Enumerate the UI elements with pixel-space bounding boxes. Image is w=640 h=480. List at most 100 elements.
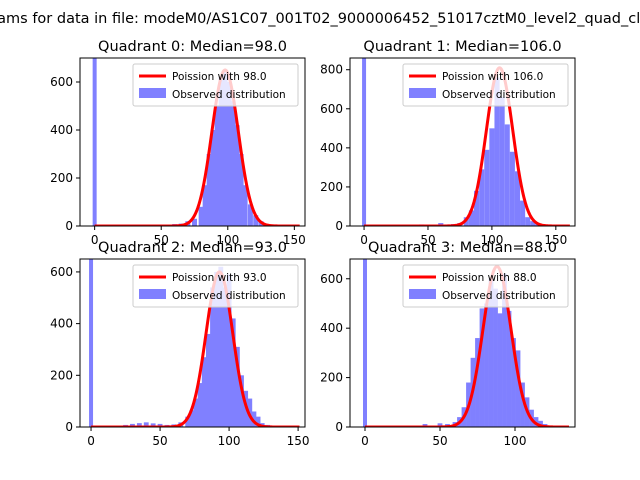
- axes-frame: [349, 258, 576, 428]
- hist-bar: [247, 204, 253, 226]
- hist-bar: [474, 190, 480, 226]
- hist-bar: [214, 271, 220, 427]
- x-tick-label: 0: [91, 233, 99, 247]
- hist-bar: [484, 303, 489, 427]
- x-tick-label: 100: [480, 233, 503, 247]
- poisson-curve: [365, 264, 569, 427]
- hist-bar: [150, 423, 156, 427]
- plot-area: [92, 58, 300, 226]
- legend: Poission with 98.0 Observed distribution: [132, 63, 299, 107]
- plot-area: [362, 58, 570, 226]
- x-tick-label: 50: [420, 233, 435, 247]
- panel-title: Quadrant 2: Median=93.0: [98, 240, 287, 256]
- hist-bar: [493, 288, 498, 427]
- hist-bar: [494, 77, 500, 226]
- hist-bar: [222, 287, 228, 427]
- hist-bar: [363, 259, 367, 427]
- x-tick-label: 50: [154, 233, 169, 247]
- legend-poisson-label: Poission with 88.0: [442, 272, 537, 284]
- hist-bar: [506, 310, 512, 427]
- y-tick-label: 200: [50, 368, 73, 382]
- panel-title: Quadrant 0: Median=98.0: [98, 39, 287, 55]
- poisson-curve: [364, 66, 570, 226]
- legend-poisson-label: Poission with 93.0: [172, 272, 267, 284]
- hist-bar: [514, 171, 521, 226]
- hist-bar: [218, 266, 224, 427]
- x-tick-label: 150: [283, 233, 306, 247]
- y-tick-label: 400: [320, 141, 343, 155]
- x-tick-label: 0: [361, 434, 369, 448]
- legend-poisson-label: Poission with 98.0: [172, 71, 267, 83]
- panel-quadrant-2: 0 50 100 150 0 200 400 600 Quadrant 2: Median=93…: [50, 240, 309, 448]
- panel-title: Quadrant 3: Median=88.0: [368, 240, 557, 256]
- hist-bar: [538, 420, 543, 427]
- hist-bar: [206, 154, 212, 226]
- legend-bar-swatch: [139, 289, 166, 299]
- y-tick-label: 0: [335, 420, 343, 434]
- hist-bar: [193, 398, 199, 427]
- hist-bar: [143, 422, 149, 427]
- y-tick-label: 600: [50, 75, 73, 89]
- hist-bar: [255, 416, 261, 427]
- panel-title: Quadrant 1: Median=106.0: [363, 39, 561, 55]
- hist-bar: [238, 154, 244, 226]
- x-tick-label: 50: [152, 434, 167, 448]
- hist-bar: [520, 200, 526, 226]
- x-tick-label: 100: [216, 233, 239, 247]
- legend-box: [402, 264, 569, 308]
- hist-bar: [511, 338, 516, 427]
- x-tick-label: 100: [504, 434, 527, 448]
- y-tick-label: 200: [50, 171, 73, 185]
- hist-bar: [92, 58, 97, 226]
- x-tick-label: 50: [432, 434, 447, 448]
- hist-bar: [192, 218, 197, 226]
- y-tick-label: 0: [65, 420, 73, 434]
- hist-bar: [515, 350, 521, 427]
- x-tick-label: 0: [87, 434, 95, 448]
- hist-bar: [198, 206, 204, 226]
- y-tick-label: 400: [320, 321, 343, 335]
- hist-bar: [479, 308, 485, 427]
- hist-bar: [253, 215, 259, 226]
- hist-bar: [234, 346, 240, 427]
- legend-bar-swatch: [409, 88, 436, 98]
- hist-bar: [520, 382, 525, 427]
- hist-bar: [136, 423, 142, 427]
- hist-bar: [504, 124, 510, 226]
- hist-bar: [234, 125, 240, 226]
- hist-bar: [230, 101, 236, 226]
- legend-observed-label: Observed distribution: [442, 290, 556, 302]
- hist-bar: [530, 221, 536, 226]
- hist-bar: [218, 77, 224, 226]
- panel-quadrant-3: 0 50 100 0 200 400 600 Quadrant 3: Median=88.0 P…: [320, 240, 576, 448]
- hist-bar: [488, 278, 494, 427]
- hist-bar: [202, 185, 208, 226]
- hist-bar: [242, 185, 248, 226]
- hist-bar: [484, 149, 490, 226]
- y-tick-label: 400: [50, 317, 73, 331]
- hist-bar: [251, 411, 257, 427]
- y-tick-label: 600: [320, 102, 343, 116]
- hist-bar: [222, 72, 228, 226]
- legend-box: [402, 63, 569, 107]
- y-tick-label: 400: [50, 123, 73, 137]
- hist-bar: [479, 169, 485, 226]
- hist-bar: [157, 423, 163, 427]
- legend: Poission with 88.0 Observed distribution: [402, 264, 569, 308]
- figure-suptitle: Histograms for data in file: modeM0/AS1C…: [0, 11, 640, 27]
- hist-bar: [230, 318, 236, 427]
- y-tick-label: 200: [320, 371, 343, 385]
- hist-bar: [362, 58, 367, 226]
- hist-bar: [214, 106, 220, 226]
- hist-bar: [185, 416, 191, 427]
- hist-bar: [468, 210, 475, 226]
- legend-bar-swatch: [409, 289, 436, 299]
- y-tick-label: 800: [320, 63, 343, 77]
- hist-bar: [226, 274, 232, 427]
- legend-observed-label: Observed distribution: [172, 290, 286, 302]
- legend: Poission with 93.0 Observed distribution: [132, 264, 299, 308]
- legend-bar-swatch: [139, 88, 166, 98]
- x-tick-label: 100: [218, 434, 241, 448]
- hist-bar: [210, 130, 216, 226]
